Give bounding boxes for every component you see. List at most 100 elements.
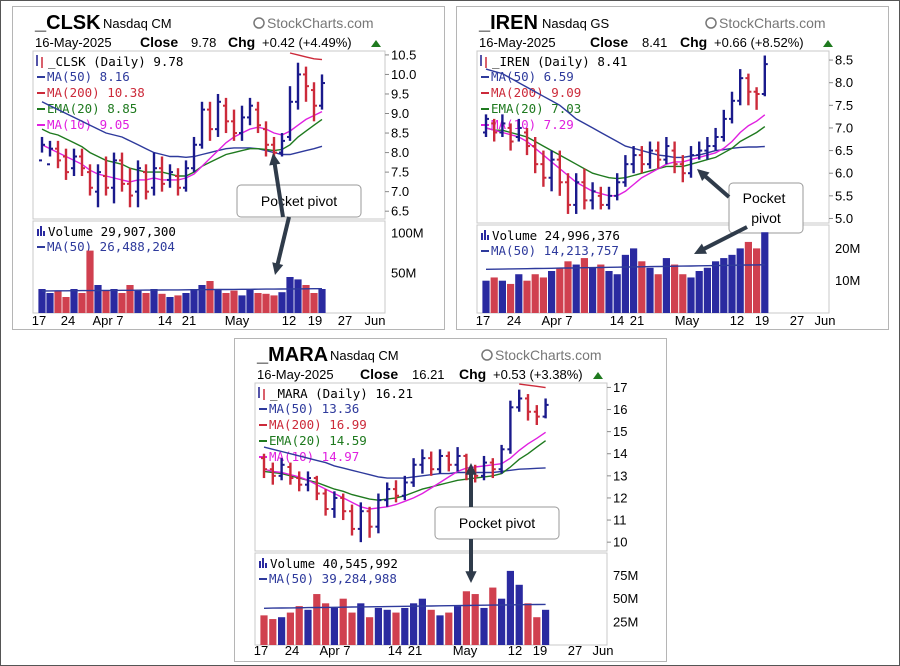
chg-value: +0.66 (+8.52%) <box>714 35 804 50</box>
volume-bar <box>506 570 514 645</box>
volume-bar <box>270 295 278 313</box>
volume-bar <box>531 274 539 313</box>
ohlc-bar <box>556 150 563 196</box>
volume-bars <box>482 232 769 313</box>
volume-tick-label: 50M <box>391 266 416 281</box>
price-tick-label: 6.5 <box>391 204 409 219</box>
arrow-head <box>697 169 710 181</box>
ticker-symbol: _IREN <box>478 12 538 34</box>
ohlc-bar <box>532 137 539 174</box>
volume-bar <box>313 594 321 645</box>
volume-bar <box>605 271 613 313</box>
legend-ma200: MA(200) 16.99 <box>269 417 367 432</box>
volume-ma-line <box>485 264 765 270</box>
volume-tick-label: 20M <box>835 241 860 256</box>
exchange-label: Nasdaq GS <box>542 16 610 31</box>
close-value: 16.21 <box>412 367 445 382</box>
volume-bar <box>78 293 86 313</box>
volume-bar <box>86 250 94 313</box>
volume-bar <box>523 280 531 313</box>
price-tick-label: 16 <box>613 402 627 417</box>
ohlc-bar <box>95 164 101 208</box>
volume-legend: Volume 40,545,992 <box>270 556 398 571</box>
ohlc-bar <box>515 118 522 142</box>
ohlc-bar <box>375 493 382 534</box>
volume-tick-label: 25M <box>613 614 638 629</box>
brand-label: StockCharts.com <box>719 15 826 31</box>
volume-bar <box>695 271 703 313</box>
volume-bar <box>230 290 238 313</box>
volume-bar <box>662 258 670 313</box>
volume-ma-legend: MA(50) 14,213,757 <box>491 243 619 258</box>
ohlc-bar <box>199 101 205 149</box>
x-tick-label: 19 <box>755 313 769 328</box>
volume-bar <box>418 598 426 645</box>
ohlc-bar <box>295 62 301 110</box>
price-tick-label: 5.5 <box>835 188 853 203</box>
date-label: 16-May-2025 <box>35 35 112 50</box>
volume-bar <box>304 609 312 645</box>
ohlc-bar <box>79 148 85 177</box>
ohlc-bar <box>688 146 694 178</box>
arrow-head <box>694 243 707 254</box>
close-value: 9.78 <box>191 35 216 50</box>
volume-bar <box>366 617 374 645</box>
x-tick-label: Apr 7 <box>541 313 572 328</box>
ohlc-bar <box>696 141 703 160</box>
price-tick-label: 7.5 <box>835 98 853 113</box>
close-label: Close <box>140 34 178 50</box>
ohlc-bar <box>565 173 571 214</box>
legend-ma50: MA(50) 13.36 <box>269 401 359 416</box>
stockcharts-logo-icon: StockCharts.com <box>705 15 826 31</box>
volume-bar <box>621 254 629 313</box>
volume-bar <box>556 267 564 313</box>
volume-bar <box>498 280 506 313</box>
ohlc-bar <box>647 141 653 169</box>
ohlc-bar <box>127 168 133 208</box>
volume-bar <box>302 285 310 313</box>
x-tick-label: 14 <box>158 313 172 328</box>
volume-bar <box>70 289 78 313</box>
chg-label: Chg <box>459 366 486 382</box>
ohlc-bar <box>287 86 293 141</box>
volume-bar <box>480 607 488 645</box>
volume-bar <box>330 607 338 645</box>
volume-bar <box>761 232 769 313</box>
ohlc-bar <box>247 97 253 126</box>
volume-bar <box>269 619 277 645</box>
ohlc-bar <box>71 148 77 177</box>
volume-bar <box>515 274 523 313</box>
x-tick-label: 17 <box>32 313 46 328</box>
exchange-label: Nasdaq CM <box>330 348 399 363</box>
volume-bar <box>110 289 118 313</box>
volume-tick-label: 10M <box>835 273 860 288</box>
ticker-symbol: _CLSK <box>34 12 101 34</box>
legend-ma200: MA(200) 10.38 <box>47 85 145 100</box>
volume-bar <box>198 285 206 313</box>
ohlc-bar <box>231 109 237 141</box>
volume-bar <box>134 290 142 313</box>
ohlc-bar <box>712 127 719 151</box>
stockcharts-logo-icon: StockCharts.com <box>253 15 374 31</box>
volume-bar <box>94 285 102 313</box>
arrow-head <box>272 262 284 275</box>
bar-chart-icon <box>37 226 45 236</box>
ohlc-bar <box>303 66 309 102</box>
volume-bar <box>383 609 391 645</box>
arrow-icon <box>694 225 748 254</box>
price-bars <box>483 55 768 214</box>
price-tick-label: 14 <box>613 446 627 461</box>
close-label: Close <box>590 34 628 50</box>
ohlc-bar <box>261 453 267 479</box>
volume-bar <box>630 248 638 313</box>
ma200-line <box>519 383 546 389</box>
volume-bar <box>482 280 490 313</box>
ohlc-bar <box>159 156 165 192</box>
ohlc-bar <box>223 97 229 134</box>
ohlc-bar <box>729 91 735 124</box>
brand-label: StockCharts.com <box>267 15 374 31</box>
volume-bar <box>613 274 621 313</box>
x-tick-label: 24 <box>61 313 75 328</box>
volume-bar <box>46 293 54 313</box>
price-tick-label: 5.0 <box>835 211 853 226</box>
